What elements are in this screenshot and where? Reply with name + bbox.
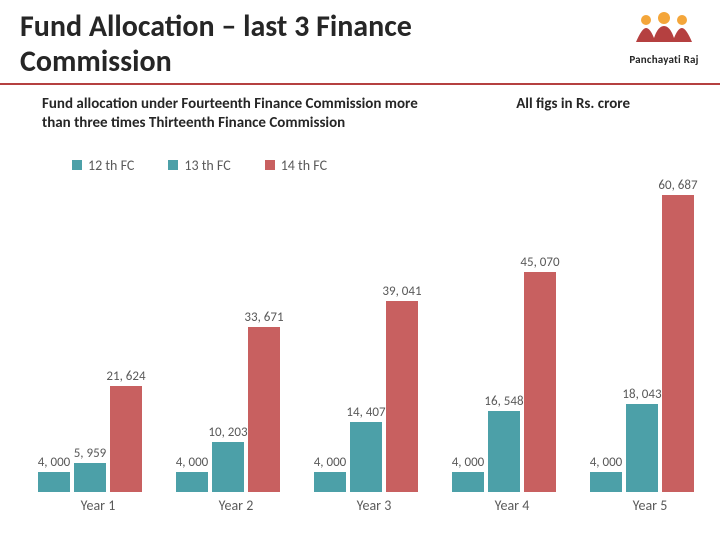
bar-group: 4, 00018, 04360, 687 xyxy=(590,174,710,492)
x-axis-label: Year 2 xyxy=(176,497,296,514)
legend-item: 14 th FC xyxy=(265,157,327,174)
bar xyxy=(662,195,694,492)
bar xyxy=(590,472,622,492)
bar xyxy=(74,463,106,492)
legend-label: 13 th FC xyxy=(184,157,230,174)
bar-group: 4, 0005, 95921, 624 xyxy=(38,174,158,492)
x-axis-label: Year 5 xyxy=(590,497,710,514)
bar xyxy=(488,411,520,492)
bar xyxy=(452,472,484,492)
x-axis-label: Year 1 xyxy=(38,497,158,514)
legend-item: 13 th FC xyxy=(168,157,230,174)
bar xyxy=(386,301,418,492)
subheader: Fund allocation under Fourteenth Finance… xyxy=(0,85,720,137)
logo-text: Panchayati Raj xyxy=(628,53,700,66)
bar xyxy=(110,386,142,492)
bar-group: 4, 00016, 54845, 070 xyxy=(452,174,572,492)
legend-swatch xyxy=(168,160,178,170)
legend-label: 12 th FC xyxy=(88,157,134,174)
bar-value-label: 39, 041 xyxy=(372,284,432,299)
bar xyxy=(626,404,658,492)
units-label: All figs in Rs. crore xyxy=(516,95,630,113)
logo: Panchayati Raj xyxy=(628,12,700,66)
subtitle: Fund allocation under Fourteenth Finance… xyxy=(42,95,442,133)
legend-swatch xyxy=(265,160,275,170)
bar-value-label: 33, 671 xyxy=(234,310,294,325)
bar xyxy=(248,327,280,492)
plot-area: 4, 0005, 95921, 6244, 00010, 20333, 6714… xyxy=(20,174,700,492)
x-axis-label: Year 4 xyxy=(452,497,572,514)
bar xyxy=(350,422,382,492)
legend-swatch xyxy=(72,160,82,170)
legend: 12 th FC 13 th FC 14 th FC xyxy=(0,137,720,178)
legend-label: 14 th FC xyxy=(281,157,327,174)
bar-group: 4, 00010, 20333, 671 xyxy=(176,174,296,492)
bar-value-label: 21, 624 xyxy=(96,369,156,384)
bar-chart: 4, 0005, 95921, 6244, 00010, 20333, 6714… xyxy=(20,174,700,514)
bar xyxy=(212,442,244,492)
bar-value-label: 60, 687 xyxy=(648,178,708,193)
legend-item: 12 th FC xyxy=(72,157,134,174)
title-block: Fund Allocation – last 3 Finance Commiss… xyxy=(0,0,720,85)
bar xyxy=(38,472,70,492)
bar-value-label: 45, 070 xyxy=(510,255,570,270)
bar xyxy=(524,272,556,492)
panchayati-raj-icon xyxy=(628,12,700,46)
x-axis-label: Year 3 xyxy=(314,497,434,514)
bar xyxy=(314,472,346,492)
page-title: Fund Allocation – last 3 Finance Commiss… xyxy=(20,10,560,79)
bar-group: 4, 00014, 40739, 041 xyxy=(314,174,434,492)
bar xyxy=(176,472,208,492)
